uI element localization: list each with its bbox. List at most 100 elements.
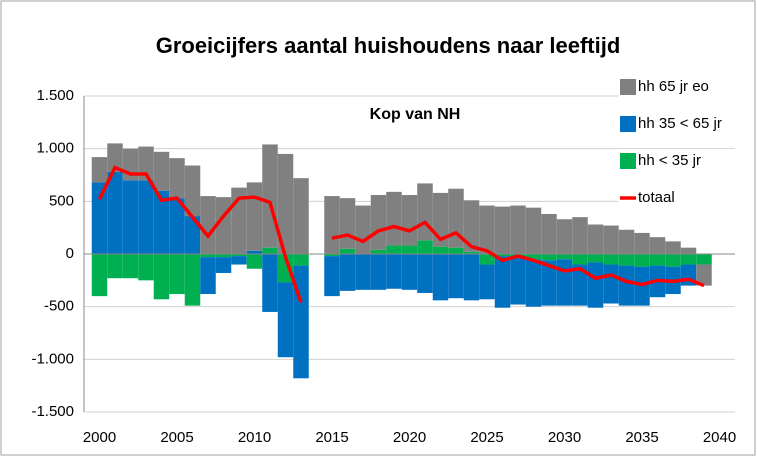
bar-segment [122, 180, 139, 254]
bar-segment [107, 171, 123, 254]
bar-segment [246, 250, 263, 254]
bar-segment [665, 254, 681, 267]
bar-segment [572, 254, 588, 265]
bar-segment [200, 257, 216, 295]
bar-segment [541, 254, 557, 261]
bar-segment [417, 183, 433, 241]
annotation: Kop van NH [370, 106, 461, 123]
bar-segment [603, 225, 619, 254]
bar-segment [91, 157, 108, 183]
bar-segment [618, 254, 635, 266]
bar-segment [91, 182, 108, 254]
bar-segment [448, 247, 464, 254]
y-tick-label: 1.500 [36, 87, 74, 104]
bar-segment [200, 254, 216, 258]
bar-segment [401, 195, 418, 246]
bar-segment [432, 246, 449, 254]
y-tick-label: -500 [44, 298, 74, 315]
bar-segment [262, 247, 278, 254]
x-tick-label: 2020 [393, 429, 426, 446]
bar-segment [401, 245, 418, 254]
bar-segment [463, 254, 480, 301]
bar-segment [479, 254, 495, 265]
bar-segment [649, 237, 666, 254]
bar-segment [587, 224, 604, 254]
x-tick-label: 2010 [238, 429, 271, 446]
bar-segment [107, 143, 123, 172]
y-tick-label: 1.000 [36, 140, 74, 157]
x-tick-label: 2025 [470, 429, 503, 446]
bar-segment [479, 264, 495, 300]
bar-segment [386, 254, 402, 289]
legend-swatch [620, 116, 636, 132]
bar-segment [494, 256, 511, 308]
bar-segment [541, 260, 557, 306]
bar-segment [448, 254, 464, 299]
bar-segment [494, 206, 511, 254]
bar-segment [556, 219, 573, 254]
bar-segment [479, 205, 495, 254]
bar-segment [215, 257, 232, 273]
bar-segment [153, 151, 170, 191]
bar-segment [649, 254, 666, 266]
bar-segment [293, 178, 309, 254]
bar-segment [370, 254, 387, 290]
legend-label: hh < 35 jr [638, 152, 701, 169]
bar-segment [370, 195, 387, 250]
bar-segment [665, 241, 681, 254]
bar-segment [370, 249, 387, 254]
bar-segment [153, 190, 170, 254]
bar-segment [169, 198, 185, 254]
bar-segment [293, 254, 309, 266]
bar-segment [277, 254, 294, 283]
bar-segment [246, 182, 263, 251]
bar-segment [215, 254, 232, 258]
x-tick-label: 2000 [83, 429, 116, 446]
bar-segment [618, 265, 635, 306]
legend-background [618, 186, 738, 210]
legend-swatch [620, 153, 636, 169]
bar-segment [184, 216, 201, 254]
bar-segment [680, 254, 697, 265]
bar-segment [386, 191, 402, 246]
bar-segment [525, 254, 542, 260]
bar-segment [572, 217, 588, 254]
bar-segment [231, 256, 247, 265]
bar-segment [680, 247, 697, 254]
bar-segment [525, 259, 542, 307]
bar-segment [572, 264, 588, 306]
bar-segment [541, 213, 557, 254]
bar-segment [401, 254, 418, 290]
bar-segment [634, 232, 650, 254]
bar-segment [262, 144, 278, 248]
y-tick-label: 0 [66, 245, 74, 262]
legend-label: hh 65 jr eo [638, 78, 709, 95]
bar-segment [556, 259, 573, 306]
bar-segment [324, 196, 340, 254]
bar-segment [463, 200, 480, 252]
bar-segment [339, 248, 356, 254]
bar-segment [417, 254, 433, 293]
bar-segment [153, 254, 170, 300]
bar-segment [510, 205, 526, 254]
bar-segment [494, 254, 511, 257]
x-tick-label: 2015 [315, 429, 348, 446]
y-tick-label: -1.500 [31, 403, 74, 420]
bar-segment [603, 264, 619, 304]
bar-segment [510, 258, 526, 305]
x-tick-label: 2005 [160, 429, 193, 446]
bar-segment [618, 229, 635, 254]
legend-label: hh 35 < 65 jr [638, 115, 722, 132]
x-tick-label: 2040 [703, 429, 736, 446]
bar-segment [355, 254, 371, 290]
bar-segment [525, 207, 542, 254]
x-tick-label: 2030 [548, 429, 581, 446]
bar-segment [184, 165, 201, 217]
bar-segment [231, 254, 247, 257]
bar-segment [277, 282, 294, 358]
bar-segment [262, 254, 278, 312]
bar-segment [603, 254, 619, 265]
bar-segment [200, 196, 216, 254]
bar-segment [138, 180, 154, 254]
